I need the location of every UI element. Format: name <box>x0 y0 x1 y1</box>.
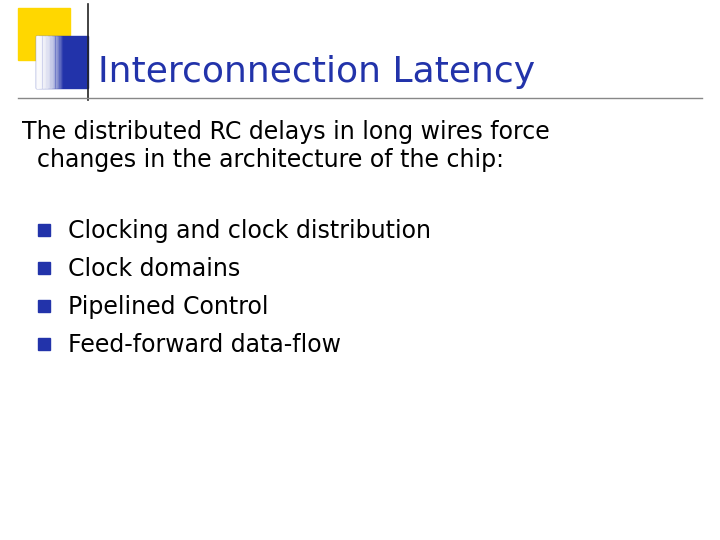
Bar <box>53 36 55 88</box>
Bar <box>58 36 60 88</box>
Bar <box>38 338 50 350</box>
Bar <box>37 36 39 88</box>
Bar <box>41 36 42 88</box>
Text: The distributed RC delays in long wires force: The distributed RC delays in long wires … <box>22 120 550 144</box>
Bar <box>54 36 55 88</box>
Bar <box>44 36 45 88</box>
Bar <box>38 262 50 274</box>
Text: Clock domains: Clock domains <box>68 257 240 281</box>
Bar <box>55 36 57 88</box>
Bar <box>49 36 50 88</box>
Bar <box>52 36 53 88</box>
Text: Interconnection Latency: Interconnection Latency <box>98 55 535 89</box>
Bar <box>42 36 44 88</box>
Bar <box>40 36 42 88</box>
Bar <box>46 36 48 88</box>
Bar <box>39 36 40 88</box>
Bar <box>48 36 49 88</box>
Bar <box>38 300 50 312</box>
Text: changes in the architecture of the chip:: changes in the architecture of the chip: <box>22 148 504 172</box>
Bar <box>36 36 37 88</box>
Bar <box>45 36 47 88</box>
Text: Feed-forward data-flow: Feed-forward data-flow <box>68 333 341 357</box>
Bar <box>60 36 61 88</box>
Bar <box>38 224 50 236</box>
Bar <box>60 36 62 88</box>
Bar <box>36 36 88 88</box>
Bar <box>50 36 52 88</box>
Bar <box>18 8 70 60</box>
Bar <box>57 36 58 88</box>
Text: Pipelined Control: Pipelined Control <box>68 295 269 319</box>
Text: Clocking and clock distribution: Clocking and clock distribution <box>68 219 431 243</box>
